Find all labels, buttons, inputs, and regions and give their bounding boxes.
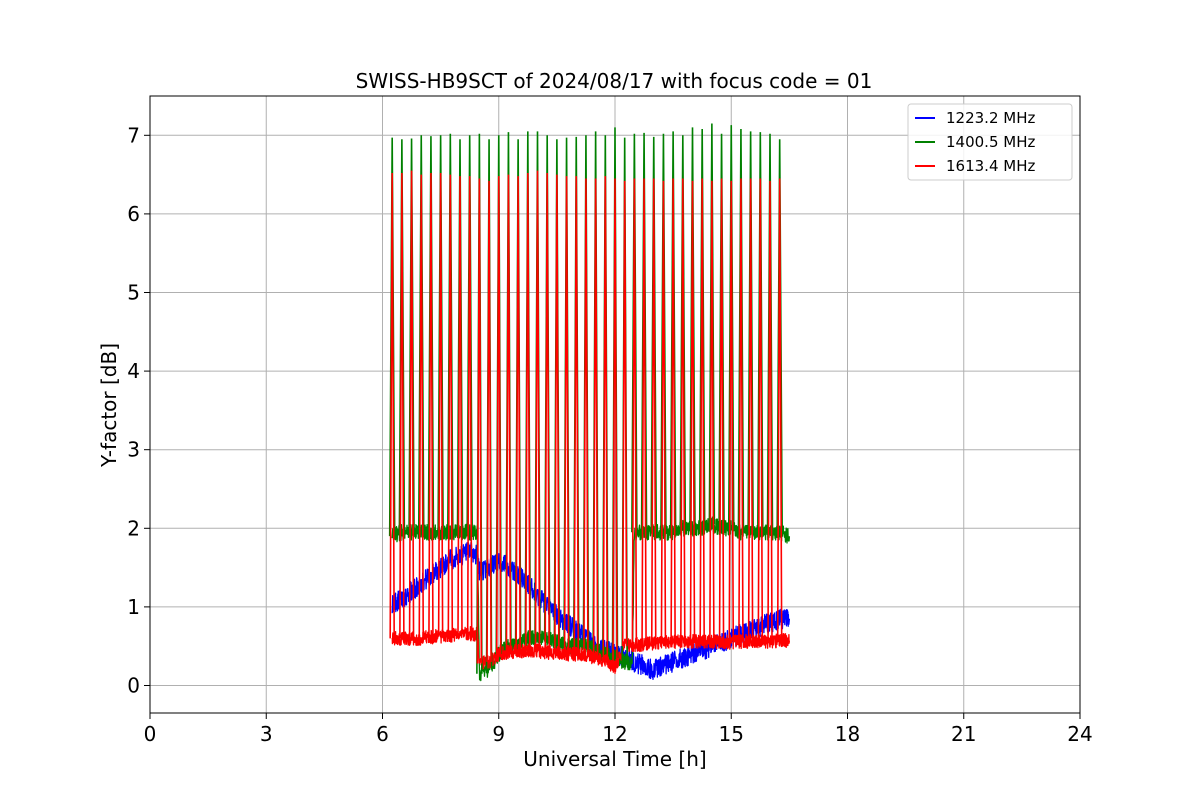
red-spike xyxy=(592,178,599,658)
red-spike xyxy=(495,176,502,655)
red-spike xyxy=(418,174,425,639)
red-spike xyxy=(389,173,395,639)
red-spike xyxy=(650,178,657,644)
red-spike xyxy=(699,178,705,642)
red-spike xyxy=(583,178,589,656)
y-tick-label: 2 xyxy=(127,516,140,540)
y-tick-label: 3 xyxy=(127,438,140,462)
red-spike xyxy=(709,180,715,642)
red-spike xyxy=(689,180,696,642)
red-spike xyxy=(525,173,531,651)
x-tick-label: 21 xyxy=(951,722,976,746)
x-tick-label: 12 xyxy=(602,722,627,746)
red-spike xyxy=(670,178,676,642)
red-spike xyxy=(747,178,754,642)
red-spike xyxy=(428,173,434,637)
red-spike xyxy=(602,176,609,661)
x-tick-label: 6 xyxy=(376,722,389,746)
legend-label: 1400.5 MHz xyxy=(946,133,1035,151)
y-tick-label: 7 xyxy=(127,123,140,147)
red-spike xyxy=(573,176,580,655)
y-tick-label: 6 xyxy=(127,202,140,226)
red-spike xyxy=(612,178,618,669)
red-spike xyxy=(738,178,744,642)
red-spike xyxy=(621,180,628,647)
red-spike xyxy=(554,174,560,653)
y-tick-label: 1 xyxy=(127,595,140,619)
red-spike xyxy=(437,173,444,637)
legend-box xyxy=(907,103,1073,181)
red-spike xyxy=(757,178,764,642)
x-tick-label: 9 xyxy=(492,722,505,746)
red-spike xyxy=(563,176,570,655)
series-layer xyxy=(388,123,791,682)
red-spike xyxy=(544,173,550,653)
x-tick-label: 0 xyxy=(144,722,157,746)
red-spike xyxy=(776,178,783,641)
legend: 1223.2 MHz 1400.5 MHz 1613.4 MHz xyxy=(907,103,1073,181)
red-spike xyxy=(505,174,512,653)
legend-label: 1613.4 MHz xyxy=(946,157,1035,175)
red-spike xyxy=(660,180,667,643)
red-spike xyxy=(486,180,492,662)
x-axis-label: Universal Time [h] xyxy=(523,747,706,771)
red-spike xyxy=(457,176,463,635)
legend-label: 1223.2 MHz xyxy=(946,109,1035,127)
x-tick-label: 15 xyxy=(719,722,744,746)
red-spike xyxy=(718,178,725,643)
red-spike xyxy=(466,176,473,634)
y-tick-label: 4 xyxy=(127,359,140,383)
x-tick-label: 3 xyxy=(260,722,273,746)
x-tick-label: 18 xyxy=(835,722,860,746)
red-spike xyxy=(641,178,647,645)
red-spike xyxy=(476,178,483,664)
red-spike xyxy=(680,178,686,642)
red-spike xyxy=(728,180,735,643)
y-tick-label: 0 xyxy=(127,673,140,697)
red-spike xyxy=(399,173,405,639)
red-spike xyxy=(534,170,541,651)
red-spike xyxy=(515,176,521,651)
red-spike xyxy=(631,178,638,645)
y-axis-label: Y-factor [dB] xyxy=(97,343,121,468)
x-tick-label: 24 xyxy=(1067,722,1092,746)
red-spike xyxy=(767,180,773,642)
red-spike xyxy=(447,174,454,636)
y-tick-label: 5 xyxy=(127,280,140,304)
chart-title: SWISS-HB9SCT of 2024/08/17 with focus co… xyxy=(356,69,873,93)
red-spike xyxy=(408,170,415,639)
